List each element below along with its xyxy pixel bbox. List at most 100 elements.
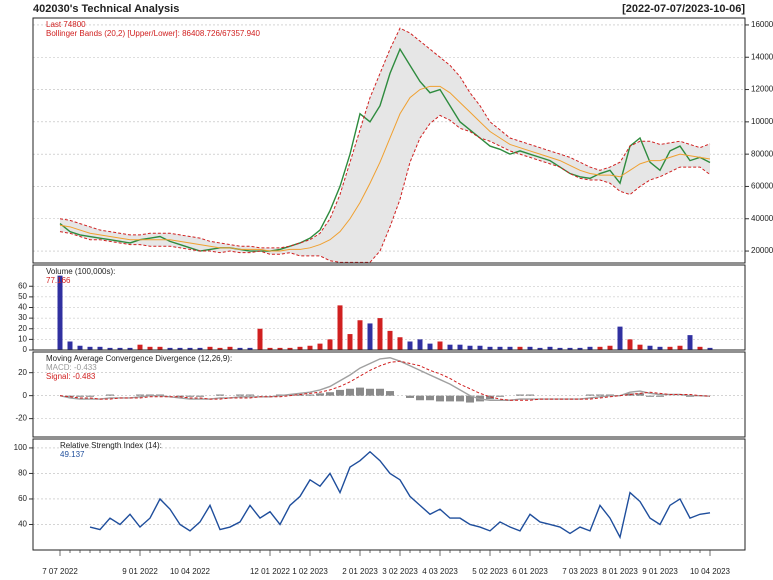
y-tick-label: 20 — [18, 324, 27, 333]
volume-bar — [307, 345, 313, 350]
volume-bar — [77, 345, 83, 350]
volume-bar — [557, 347, 563, 350]
volume-bar — [127, 347, 133, 350]
y-tick-label: 40 — [18, 303, 27, 312]
y-tick-label: 140000 — [751, 52, 773, 61]
volume-bar — [147, 346, 153, 350]
band-fill — [60, 28, 710, 263]
histogram-bar — [516, 394, 524, 396]
volume-bar — [457, 344, 463, 350]
volume-bar — [527, 346, 533, 350]
y-tick-label: 60000 — [751, 182, 773, 191]
y-tick-label: 40000 — [751, 214, 773, 223]
y-tick-label: 20000 — [751, 246, 773, 255]
histogram-bar — [106, 394, 114, 396]
histogram-bar — [316, 393, 324, 396]
volume-bar — [347, 334, 353, 350]
histogram-bar — [446, 395, 454, 402]
date-range: [2022-07-07/2023-10-06] — [622, 3, 745, 15]
panel-frame — [32, 17, 746, 264]
panel-frame — [32, 351, 746, 438]
volume-bar — [67, 341, 73, 350]
y-tick-label: 100 — [14, 443, 28, 452]
volume-bar — [177, 347, 183, 350]
histogram-bar — [66, 395, 74, 397]
y-tick-label: 160000 — [751, 20, 773, 29]
histogram-bar — [376, 388, 384, 396]
histogram-bar — [176, 395, 184, 397]
x-tick-label: 6 01 2023 — [512, 567, 548, 576]
panel-annotation: 49.137 — [60, 450, 85, 459]
histogram-bar — [366, 388, 374, 396]
volume-bar — [647, 345, 653, 350]
histogram-bar — [346, 388, 354, 396]
series-line — [59, 357, 711, 401]
histogram-bar — [186, 395, 194, 397]
x-tick-label: 2 01 2023 — [342, 567, 378, 576]
x-tick-label: 3 02 2023 — [382, 567, 418, 576]
volume-bar — [257, 328, 263, 350]
volume-bar — [87, 346, 93, 350]
histogram-bar — [416, 395, 424, 401]
volume-bar — [217, 347, 223, 350]
volume-bar — [477, 345, 483, 350]
histogram-bar — [526, 394, 534, 396]
series-line — [59, 114, 711, 263]
x-tick-label: 7 07 2022 — [42, 567, 78, 576]
volume-bar — [447, 344, 453, 350]
histogram-bar — [246, 394, 254, 396]
volume-bar — [157, 346, 163, 350]
panel-annotation: Signal: -0.483 — [46, 372, 96, 381]
volume-bar — [377, 318, 383, 350]
y-tick-label: 60 — [18, 281, 27, 290]
histogram-bar — [406, 395, 414, 398]
histogram-bar — [326, 392, 334, 396]
volume-bar — [587, 346, 593, 350]
x-tick-label: 10 04 2022 — [170, 567, 211, 576]
volume-bar — [227, 346, 233, 350]
volume-bar — [247, 347, 253, 350]
histogram-bar — [86, 395, 94, 397]
volume-bar — [337, 305, 343, 350]
x-tick-label: 1 02 2023 — [292, 567, 328, 576]
volume-bar — [607, 345, 613, 350]
volume-bar — [57, 275, 63, 350]
volume-bar — [287, 347, 293, 350]
x-tick-label: 4 03 2023 — [422, 567, 458, 576]
volume-bar — [197, 347, 203, 350]
histogram-bar — [646, 395, 654, 397]
histogram-bar — [656, 395, 664, 397]
volume-bar — [577, 347, 583, 350]
x-tick-label: 7 03 2023 — [562, 567, 598, 576]
chart-title: 402030's Technical Analysis — [33, 3, 179, 15]
y-tick-label: 0 — [23, 391, 28, 400]
x-tick-label: 12 01 2022 — [250, 567, 291, 576]
y-tick-label: 10 — [18, 334, 27, 343]
volume-bar — [207, 346, 213, 350]
panel-frame — [32, 438, 746, 551]
volume-bar — [387, 330, 393, 350]
volume-bar — [427, 343, 433, 350]
volume-bar — [357, 320, 363, 350]
volume-bar — [117, 347, 123, 350]
volume-bar — [597, 346, 603, 350]
x-tick-label: 10 04 2023 — [690, 567, 731, 576]
panel-title: Moving Average Convergence Divergence (1… — [46, 354, 232, 363]
volume-bar — [667, 346, 673, 350]
volume-bar — [467, 345, 473, 350]
volume-bar — [437, 341, 443, 350]
histogram-bar — [636, 393, 644, 396]
series-line — [89, 450, 711, 540]
y-tick-label: 120000 — [751, 85, 773, 94]
volume-bar — [267, 347, 273, 350]
x-tick-label: 9 01 2023 — [642, 567, 678, 576]
histogram-bar — [426, 395, 434, 401]
y-tick-label: 0 — [23, 345, 28, 354]
volume-bar — [137, 344, 143, 350]
volume-bar — [497, 346, 503, 350]
volume-bar — [297, 346, 303, 350]
panel-annotation: MACD: -0.433 — [46, 363, 97, 372]
y-tick-label: 80 — [18, 469, 27, 478]
y-tick-label: 60 — [18, 494, 27, 503]
histogram-bar — [596, 394, 604, 396]
